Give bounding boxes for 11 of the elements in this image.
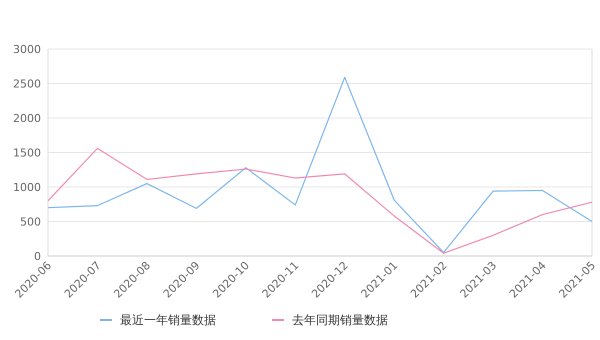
y-tick-label: 2500 <box>13 78 41 90</box>
y-tick-label: 1500 <box>13 146 41 160</box>
legend-label: 去年同期销量数据 <box>292 313 388 327</box>
y-tick-label: 1000 <box>13 181 41 194</box>
y-tick-label: 3000 <box>13 43 41 56</box>
y-tick-label: 0 <box>34 250 41 263</box>
legend-label: 最近一年销量数据 <box>120 313 216 327</box>
line-series <box>47 76 593 254</box>
line-series <box>47 148 593 254</box>
y-tick-label: 500 <box>20 216 41 228</box>
y-tick-label: 2000 <box>13 112 41 125</box>
